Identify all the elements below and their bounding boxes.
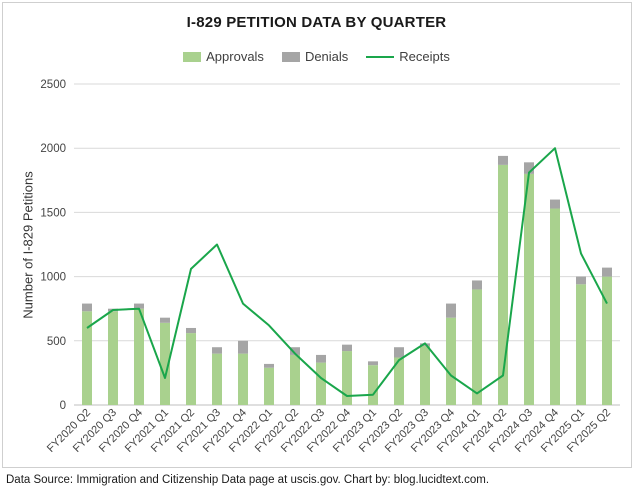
- legend-swatch-approvals: [183, 51, 202, 62]
- bar-denials-0: [82, 303, 92, 312]
- bar-denials-11: [368, 361, 378, 366]
- bar-approvals-12: [394, 357, 404, 405]
- y-tick-label-2000: 2000: [40, 143, 66, 155]
- bar-denials-12: [394, 347, 404, 358]
- bar-approvals-0: [82, 311, 92, 405]
- chart-legend: Approvals Denials Receipts: [0, 49, 633, 64]
- bar-denials-15: [472, 280, 482, 290]
- y-tick-label-1500: 1500: [40, 207, 66, 219]
- chart-title: I-829 PETITION DATA BY QUARTER: [186, 14, 447, 31]
- bar-approvals-3: [160, 322, 170, 405]
- bar-approvals-9: [316, 362, 326, 405]
- bar-denials-5: [212, 347, 222, 354]
- legend-label-receipts: Receipts: [399, 49, 450, 64]
- data-source-footer: Data Source: Immigration and Citizenship…: [6, 474, 490, 486]
- y-tick-label-500: 500: [47, 336, 66, 348]
- bar-approvals-7: [264, 367, 274, 405]
- bar-approvals-13: [420, 345, 430, 405]
- bar-approvals-15: [472, 289, 482, 405]
- legend-swatch-denials: [281, 51, 300, 62]
- bar-denials-20: [602, 267, 612, 277]
- legend-swatch-receipts: [366, 55, 395, 58]
- bar-approvals-20: [602, 276, 612, 405]
- y-tick-label-2500: 2500: [40, 79, 66, 91]
- legend-item-receipts: Receipts: [366, 49, 450, 64]
- bar-denials-18: [550, 199, 560, 209]
- bar-denials-10: [342, 344, 352, 352]
- bar-approvals-11: [368, 365, 378, 405]
- bar-approvals-4: [186, 333, 196, 405]
- y-tick-label-1000: 1000: [40, 272, 66, 284]
- bar-denials-3: [160, 317, 170, 323]
- bar-approvals-5: [212, 353, 222, 405]
- bar-approvals-19: [576, 284, 586, 405]
- bar-approvals-1: [108, 311, 118, 405]
- legend-item-approvals: Approvals: [183, 49, 264, 64]
- bar-denials-6: [238, 340, 248, 354]
- bar-approvals-2: [134, 308, 144, 405]
- y-tick-label-0: 0: [60, 400, 66, 412]
- bar-approvals-17: [524, 173, 534, 405]
- bar-denials-19: [576, 276, 586, 285]
- bar-denials-17: [524, 162, 534, 174]
- bar-denials-16: [498, 155, 508, 165]
- bar-denials-8: [290, 347, 300, 355]
- bar-denials-4: [186, 327, 196, 334]
- bar-approvals-8: [290, 354, 300, 405]
- bar-approvals-6: [238, 353, 248, 405]
- bar-denials-7: [264, 363, 274, 368]
- bar-approvals-18: [550, 208, 560, 405]
- legend-item-denials: Denials: [281, 49, 349, 64]
- bar-denials-2: [134, 303, 144, 309]
- bar-approvals-14: [446, 317, 456, 405]
- line-receipts: [86, 147, 608, 397]
- bar-denials-14: [446, 303, 456, 318]
- bar-approvals-10: [342, 351, 352, 405]
- legend-label-approvals: Approvals: [206, 49, 264, 64]
- bar-approvals-16: [498, 164, 508, 405]
- bar-denials-9: [316, 354, 326, 363]
- legend-label-denials: Denials: [304, 49, 349, 64]
